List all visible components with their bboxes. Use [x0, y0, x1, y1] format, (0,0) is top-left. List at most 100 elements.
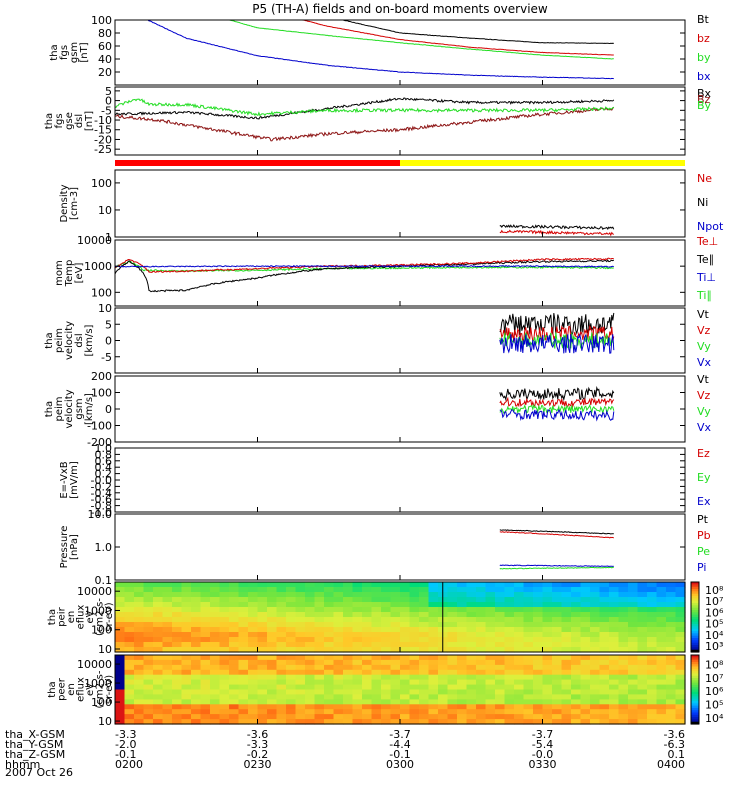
spectrogram-cell-peir [400, 647, 411, 653]
y-axis-label-pressure: [nPa] [69, 534, 80, 560]
x-axis-tick-label: 0400 [657, 758, 685, 771]
spectrogram-cell-peer [533, 719, 544, 725]
spectrogram-cell-peer [495, 664, 506, 671]
spectrogram-cell-peir [390, 587, 401, 593]
spectrogram-cell-peer [466, 689, 477, 695]
spectrogram-cell-peer [533, 659, 544, 666]
spectrogram-cell-peer [324, 709, 335, 715]
x-axis-tick-label: -2.0 [115, 738, 136, 751]
spectrogram-cell-peer [124, 664, 135, 671]
spectrogram-cell-peer [409, 694, 420, 700]
spectrogram-cell-peer [343, 664, 354, 671]
spectrogram-cell-peir [552, 582, 563, 588]
spectrogram-cell-peir [542, 582, 553, 588]
spectrogram-cell-peir [609, 582, 620, 588]
spectrogram-cell-peer [476, 709, 487, 715]
spectrogram-cell-peer [609, 709, 620, 715]
spectrogram-cell-peer [267, 709, 278, 715]
spectrogram-cell-peer [314, 679, 325, 686]
spectrogram-cell-peer [466, 714, 477, 720]
spectrogram-cell-peir [409, 647, 420, 653]
spectrogram-cell-peir [333, 602, 344, 608]
spectrogram-cell-peer [124, 694, 135, 700]
spectrogram-cell-peir [447, 597, 458, 603]
spectrogram-cell-peer [362, 704, 373, 710]
spectrogram-cell-peir [647, 602, 658, 608]
spectrogram-cell-peer [571, 719, 582, 725]
x-axis-tick-label: -5.4 [532, 738, 553, 751]
spectrogram-cell-peer [257, 704, 268, 710]
spectrogram-cell-peer [419, 679, 430, 686]
spectrogram-cell-peir [552, 607, 563, 613]
spectrogram-cell-peer [609, 669, 620, 676]
spectrogram-cell-peer [343, 684, 354, 691]
spectrogram-cell-peer [495, 659, 506, 666]
spectrogram-cell-peir [343, 602, 354, 608]
spectrogram-cell-peer [542, 679, 553, 686]
spectrogram-cell-peir [362, 632, 373, 638]
spectrogram-cell-peir [115, 622, 126, 628]
spectrogram-cell-peir [656, 587, 667, 593]
spectrogram-cell-peer [637, 655, 648, 661]
spectrogram-cell-peir [267, 607, 278, 613]
series-line-temperature-2 [115, 257, 614, 273]
spectrogram-cell-peer [428, 655, 439, 661]
spectrogram-cell-peir [324, 612, 335, 618]
spectrogram-cell-peer [495, 684, 506, 691]
spectrogram-cell-peir [276, 637, 287, 643]
x-axis-tick-label: 0200 [115, 758, 143, 771]
spectrogram-cell-peer [267, 659, 278, 666]
spectrogram-cell-peer [514, 655, 525, 661]
legend-entry-temperature: Ti∥ [696, 289, 712, 302]
spectrogram-cell-peir [571, 597, 582, 603]
spectrogram-cell-peer [295, 679, 306, 686]
x-axis-tick-label: -0.1 [389, 748, 410, 761]
legend-entry-density: Ne [697, 172, 712, 185]
spectrogram-cell-peer [134, 699, 145, 705]
spectrogram-cell-peer [656, 699, 667, 705]
spectrogram-cell-peir [390, 607, 401, 613]
spectrogram-cell-peer [200, 669, 211, 676]
spectrogram-cell-peir [286, 582, 297, 588]
spectrogram-cell-peer [314, 659, 325, 666]
spectrogram-cell-peer [656, 664, 667, 671]
spectrogram-cell-peer [419, 674, 430, 681]
spectrogram-cell-peer [305, 689, 316, 695]
spectrogram-cell-peir [371, 642, 382, 648]
spectrogram-cell-peir [276, 602, 287, 608]
spectrogram-cell-peir [647, 637, 658, 643]
spectrogram-cell-peer [409, 709, 420, 715]
spectrogram-cell-peir [628, 587, 639, 593]
x-axis-row-label: tha_Z-GSM [5, 748, 65, 761]
spectrogram-cell-peer [428, 699, 439, 705]
y-axis-label-efield: [mV/m] [69, 461, 80, 499]
spectrogram-cell-peer [314, 689, 325, 695]
spectrogram-cell-peir [514, 622, 525, 628]
spectrogram-cell-peer [276, 669, 287, 676]
spectrogram-cell-peer [305, 679, 316, 686]
spectrogram-cell-peir [618, 632, 629, 638]
spectrogram-cell-peer [286, 669, 297, 676]
spectrogram-cell-peir [552, 637, 563, 643]
spectrogram-cell-peer [257, 684, 268, 691]
spectrogram-cell-peer [485, 669, 496, 676]
spectrogram-cell-peer [219, 704, 230, 710]
spectrogram-cell-peir [295, 607, 306, 613]
spectrogram-cell-peer [580, 679, 591, 686]
spectrogram-cell-peir [143, 587, 154, 593]
spectrogram-cell-peir [571, 637, 582, 643]
spectrogram-cell-peir [124, 647, 135, 653]
spectrogram-cell-peer [305, 719, 316, 725]
spectrogram-cell-peer [618, 659, 629, 666]
spectrogram-cell-peer [485, 709, 496, 715]
spectrogram-cell-peer [162, 655, 173, 661]
spectrogram-cell-peir [200, 632, 211, 638]
spectrogram-cell-peer [485, 659, 496, 666]
y-axis-label-fgs-dsl: tha [44, 113, 55, 129]
spectrogram-cell-peer [675, 664, 686, 671]
spectrogram-cell-peer [495, 709, 506, 715]
x-axis-row-label: tha_X-GSM [5, 728, 65, 741]
spectrogram-cell-peir [343, 582, 354, 588]
y-tick-label-fgs-dsl: 5 [105, 85, 112, 98]
spectrogram-cell-peir [466, 637, 477, 643]
